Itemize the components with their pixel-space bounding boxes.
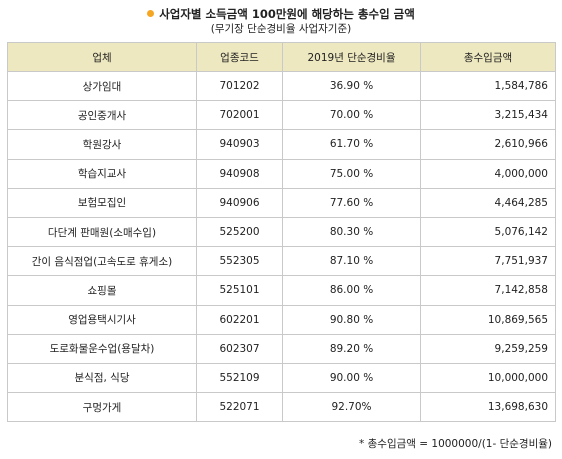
header-total-income: 총수입금액: [420, 42, 556, 72]
business-name-cell: 보험모집인: [7, 187, 197, 218]
business-name-cell: 간이 음식점업(고속도로 휴게소): [7, 246, 197, 277]
industry-code-cell: 552305: [196, 246, 283, 277]
expense-rate-cell: 70.00 %: [282, 100, 421, 131]
business-name-cell: 상가임대: [7, 70, 197, 102]
table-row: 분식점, 식당 552109 90.00 % 10,000,000: [7, 362, 556, 394]
table-row: 간이 음식점업(고속도로 휴게소) 552305 87.10 % 7,751,937: [7, 246, 556, 277]
table-header-row: 업체 업종코드 2019년 단순경비율 총수입금액: [7, 42, 556, 72]
total-income-cell: 4,464,285: [420, 187, 556, 218]
table-row: 영업용택시기사 602201 90.80 % 10,869,565: [7, 304, 556, 335]
bullet-icon: [147, 10, 155, 17]
industry-code-cell: 701202: [196, 70, 283, 102]
expense-rate-cell: 80.30 %: [282, 216, 421, 248]
expense-rate-cell: 75.00 %: [282, 158, 421, 189]
table-row: 보험모집인 940906 77.60 % 4,464,285: [7, 187, 556, 218]
income-table: 업체 업종코드 2019년 단순경비율 총수입금액 상가임대 701202 36.9…: [7, 42, 556, 423]
table-row: 학원강사 940903 61.70 % 2,610,966: [7, 129, 556, 160]
total-income-cell: 10,869,565: [420, 304, 556, 335]
industry-code-cell: 702001: [196, 100, 283, 131]
total-income-cell: 7,751,937: [420, 246, 556, 277]
page-title-line: 사업자별 소득금액 100만원에 해당하는 총수입 금액: [0, 6, 562, 22]
expense-rate-cell: 87.10 %: [282, 246, 421, 277]
expense-rate-cell: 36.90 %: [282, 70, 421, 102]
industry-code-cell: 525101: [196, 275, 283, 306]
business-name-cell: 도로화물운수업(용달차): [7, 333, 197, 364]
total-income-cell: 4,000,000: [420, 158, 556, 189]
business-name-cell: 영업용택시기사: [7, 304, 197, 335]
table-row: 상가임대 701202 36.90 % 1,584,786: [7, 70, 556, 102]
expense-rate-cell: 77.60 %: [282, 187, 421, 218]
total-income-cell: 10,000,000: [420, 362, 556, 394]
expense-rate-cell: 90.00 %: [282, 362, 421, 394]
total-income-cell: 9,259,259: [420, 333, 556, 364]
page-subtitle: (무기장 단순경비율 사업자기준): [210, 23, 352, 35]
industry-code-cell: 552109: [196, 362, 283, 394]
total-income-cell: 5,076,142: [420, 216, 556, 248]
table-row: 공인중개사 702001 70.00 % 3,215,434: [7, 100, 556, 131]
industry-code-cell: 602201: [196, 304, 283, 335]
expense-rate-cell: 90.80 %: [282, 304, 421, 335]
business-name-cell: 구멍가게: [7, 392, 197, 423]
industry-code-cell: 940908: [196, 158, 283, 189]
footnote: * 총수입금액 = 1000000/(1- 단순경비율): [359, 438, 552, 450]
business-name-cell: 공인중개사: [7, 100, 197, 131]
business-name-cell: 쇼핑몰: [7, 275, 197, 306]
industry-code-cell: 940906: [196, 187, 283, 218]
table-row: 학습지교사 940908 75.00 % 4,000,000: [7, 158, 556, 189]
total-income-cell: 1,584,786: [420, 70, 556, 102]
expense-rate-cell: 61.70 %: [282, 129, 421, 160]
total-income-cell: 13,698,630: [420, 392, 556, 423]
expense-rate-cell: 89.20 %: [282, 333, 421, 364]
expense-rate-cell: 86.00 %: [282, 275, 421, 306]
header-business: 업체: [7, 42, 197, 72]
table-row: 다단계 판매원(소매수입) 525200 80.30 % 5,076,142: [7, 216, 556, 248]
table-row: 쇼핑몰 525101 86.00 % 7,142,858: [7, 275, 556, 306]
industry-code-cell: 525200: [196, 216, 283, 248]
business-name-cell: 분식점, 식당: [7, 362, 197, 394]
title-block: 사업자별 소득금액 100만원에 해당하는 총수입 금액 (무기장 단순경비율 …: [0, 6, 562, 37]
total-income-cell: 3,215,434: [420, 100, 556, 131]
total-income-cell: 7,142,858: [420, 275, 556, 306]
business-name-cell: 학원강사: [7, 129, 197, 160]
business-name-cell: 다단계 판매원(소매수입): [7, 216, 197, 248]
industry-code-cell: 940903: [196, 129, 283, 160]
header-industry-code: 업종코드: [196, 42, 283, 72]
table-row: 구멍가게 522071 92.70% 13,698,630: [7, 392, 556, 423]
expense-rate-cell: 92.70%: [282, 392, 421, 423]
industry-code-cell: 602307: [196, 333, 283, 364]
business-name-cell: 학습지교사: [7, 158, 197, 189]
total-income-cell: 2,610,966: [420, 129, 556, 160]
table-row: 도로화물운수업(용달차) 602307 89.20 % 9,259,259: [7, 333, 556, 364]
header-expense-rate: 2019년 단순경비율: [282, 42, 421, 72]
industry-code-cell: 522071: [196, 392, 283, 423]
page-title: 사업자별 소득금액 100만원에 해당하는 총수입 금액: [159, 7, 415, 21]
